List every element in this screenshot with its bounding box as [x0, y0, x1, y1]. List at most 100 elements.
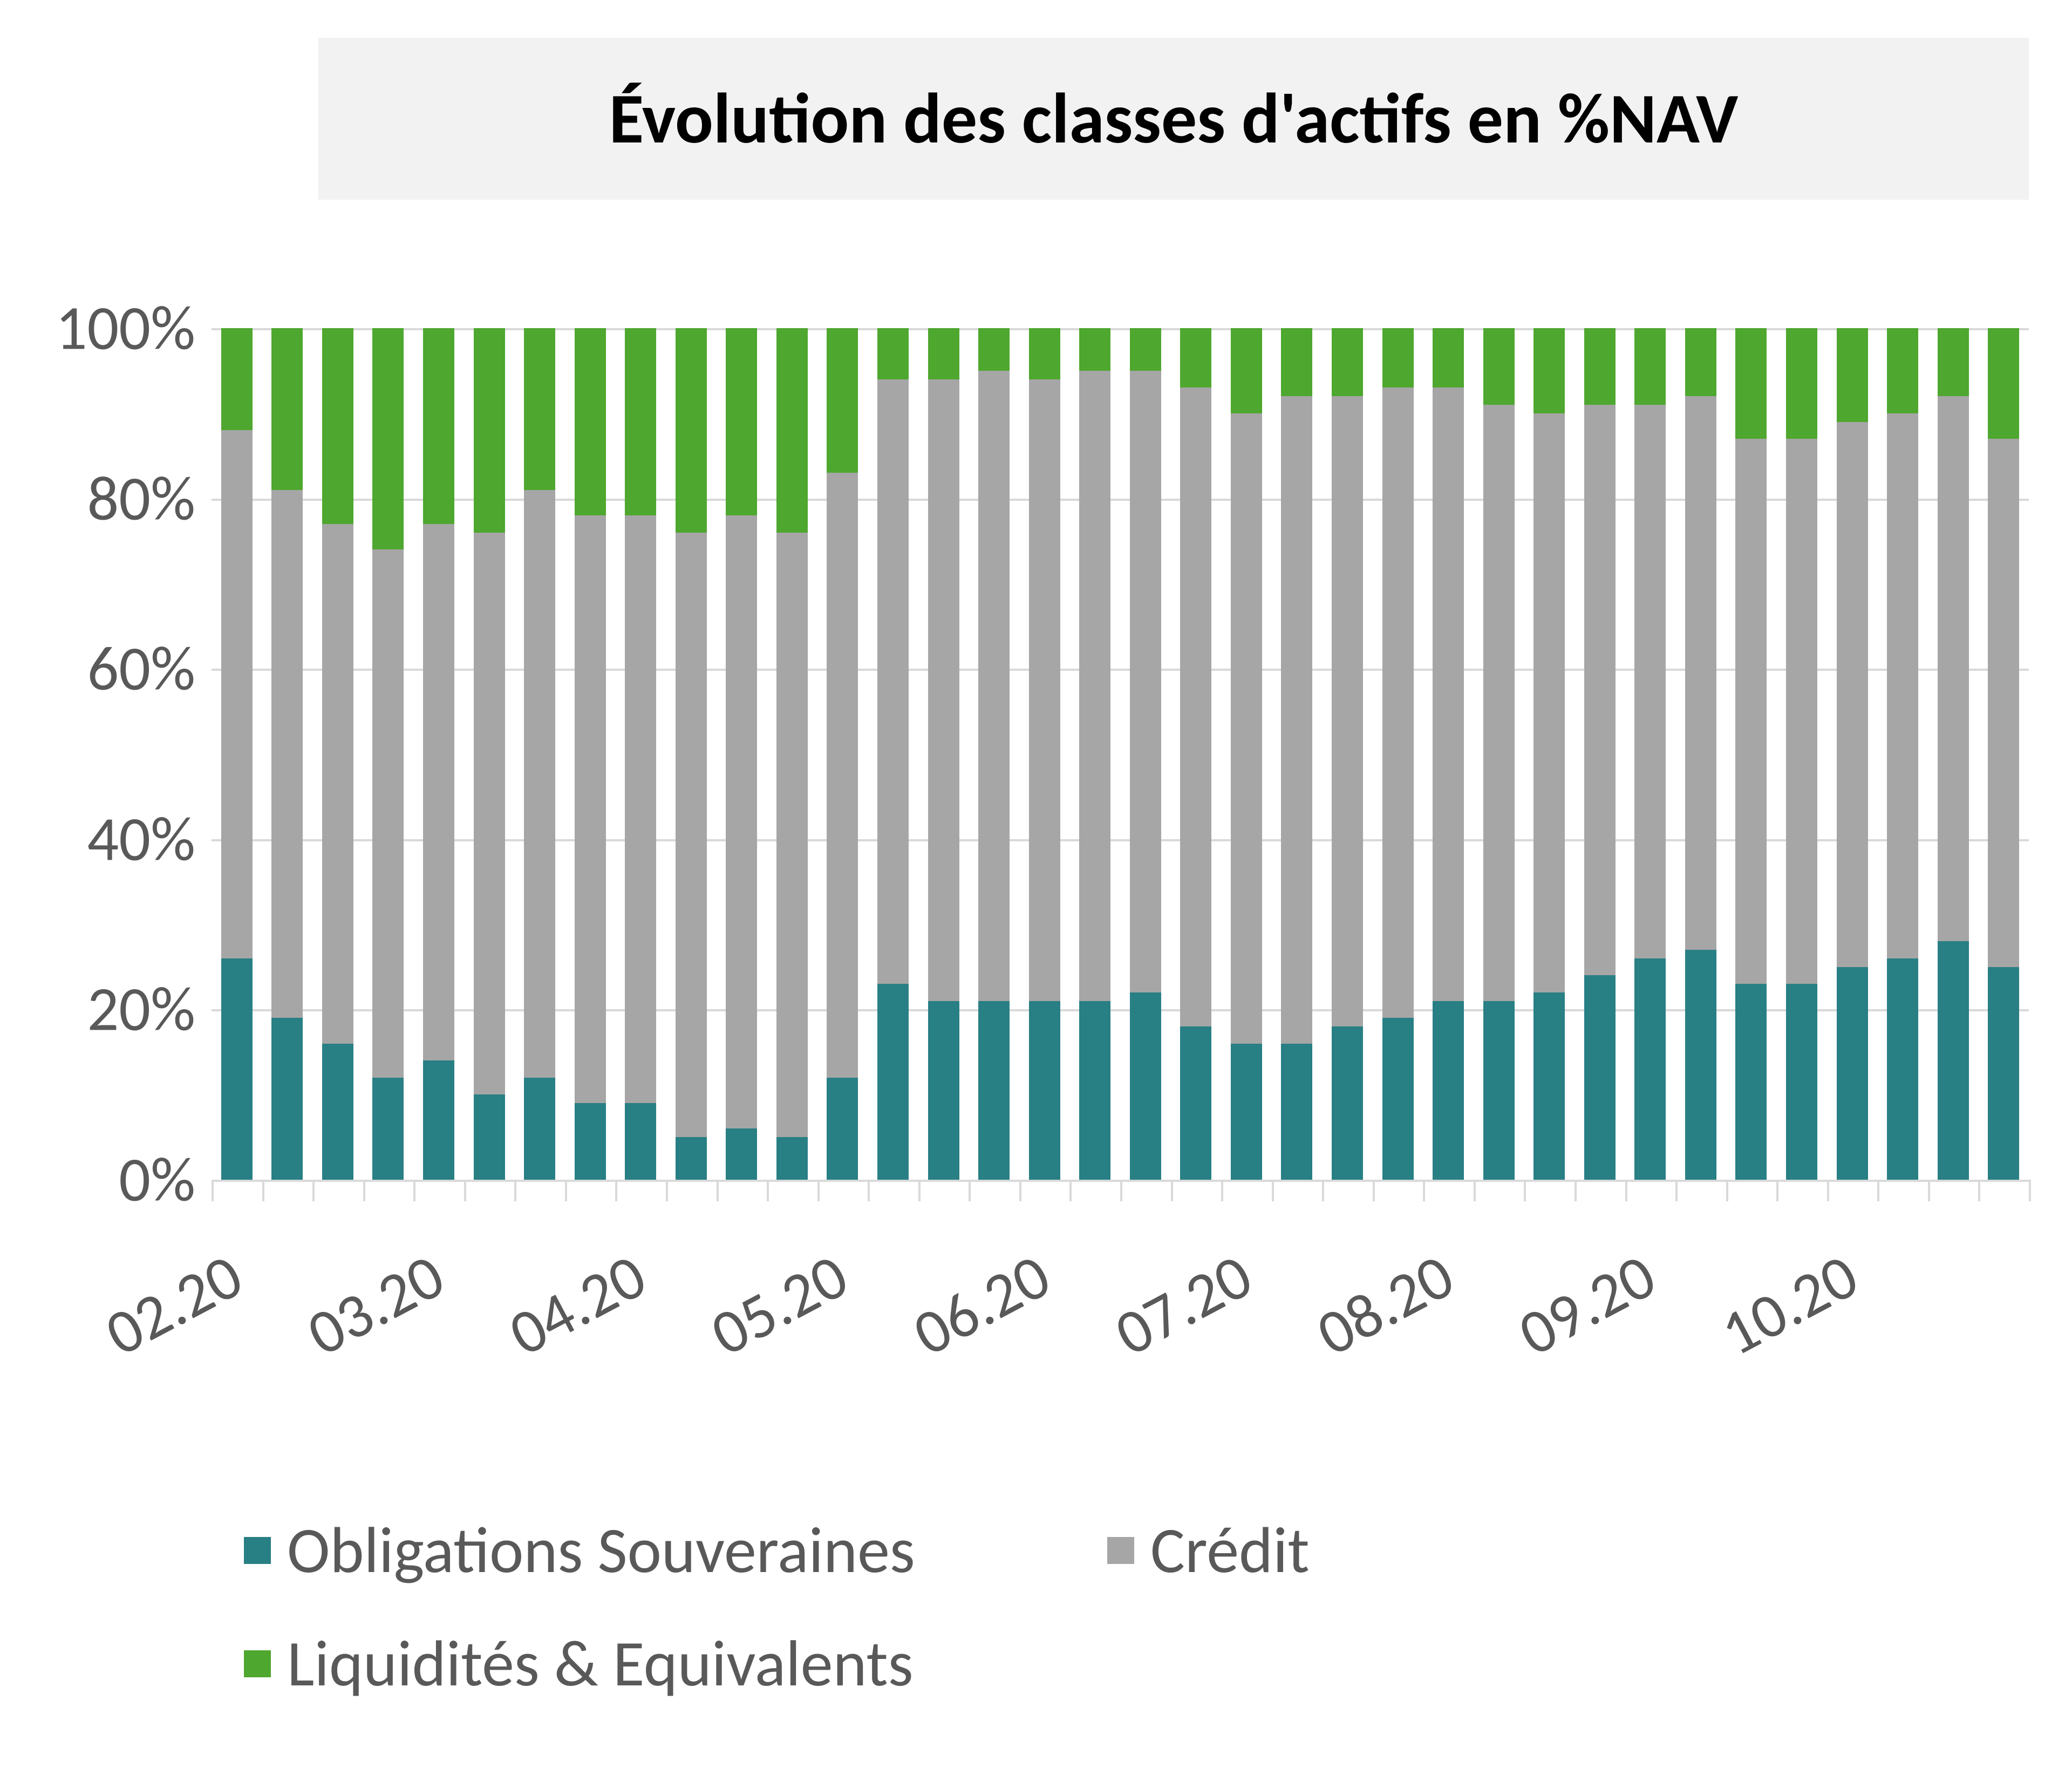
bar-segment-liq [827, 328, 858, 473]
x-axis-tick [1322, 1180, 1324, 1201]
bar-segment-sov [928, 1001, 959, 1180]
bar-segment-sov [271, 1018, 303, 1180]
bar [1938, 328, 1969, 1180]
x-axis-tick [1827, 1180, 1829, 1201]
x-axis-tick [1221, 1180, 1223, 1201]
bar [575, 328, 606, 1180]
bar [1533, 328, 1565, 1180]
bar-segment-sov [1382, 1018, 1414, 1180]
bar-segment-cred [928, 379, 959, 1001]
bar-segment-cred [877, 379, 909, 984]
bar-segment-sov [877, 984, 909, 1180]
bar-segment-liq [776, 328, 808, 533]
bar-segment-liq [322, 328, 353, 524]
bar-segment-liq [1382, 328, 1414, 387]
x-axis-tick-label: 09.20 [1507, 1238, 1668, 1372]
bar-segment-liq [221, 328, 253, 430]
bar-segment-cred [423, 524, 454, 1060]
bar [271, 328, 303, 1180]
bar-segment-liq [1988, 328, 2019, 439]
bar-segment-liq [524, 328, 555, 490]
bar-segment-liq [1231, 328, 1262, 413]
bar-segment-liq [474, 328, 505, 533]
bar-segment-liq [1735, 328, 1767, 439]
x-axis-tick [1524, 1180, 1526, 1201]
bar-segment-cred [1231, 413, 1262, 1044]
bar [877, 328, 909, 1180]
bar [372, 328, 404, 1180]
bar [1837, 328, 1868, 1180]
legend-label: Obligations Souveraines [287, 1511, 915, 1590]
bar [776, 328, 808, 1180]
x-axis-tick [514, 1180, 516, 1201]
x-axis-tick [1928, 1180, 1930, 1201]
bar [221, 328, 253, 1180]
bar-segment-cred [575, 515, 606, 1103]
legend-item: Liquidités & Equivalents [244, 1624, 914, 1703]
bar-segment-liq [1887, 328, 1918, 413]
bar-segment-liq [1130, 328, 1161, 371]
bar [1130, 328, 1161, 1180]
bar-segment-liq [1938, 328, 1969, 396]
bar-segment-sov [423, 1060, 454, 1180]
bar-segment-cred [372, 549, 404, 1077]
bar-segment-cred [1332, 396, 1363, 1026]
bar-segment-sov [726, 1128, 757, 1180]
bar [474, 328, 505, 1180]
bar [1685, 328, 1716, 1180]
bar-segment-sov [1988, 967, 2019, 1180]
bar-segment-cred [1433, 387, 1464, 1001]
bar-segment-liq [1281, 328, 1312, 396]
x-axis-tick [1069, 1180, 1072, 1201]
bar-segment-cred [1382, 387, 1414, 1018]
x-axis-tick [1675, 1180, 1678, 1201]
x-axis-tick [918, 1180, 921, 1201]
bar [1231, 328, 1262, 1180]
x-axis-tick [262, 1180, 264, 1201]
plot-area [212, 328, 2029, 1180]
bar-segment-cred [726, 515, 757, 1128]
x-axis-tick [817, 1180, 820, 1201]
bar-segment-cred [524, 490, 555, 1078]
x-axis-tick [1120, 1180, 1122, 1201]
bar-segment-cred [1533, 413, 1565, 992]
bar-segment-sov [1837, 967, 1868, 1180]
bar-segment-liq [1332, 328, 1363, 396]
bar-segment-cred [1079, 371, 1110, 1001]
bar-segment-sov [1079, 1001, 1110, 1180]
bar-segment-sov [1332, 1026, 1363, 1180]
bar [1584, 328, 1616, 1180]
legend-label: Liquidités & Equivalents [287, 1624, 914, 1703]
x-axis-tick [565, 1180, 567, 1201]
bar-segment-sov [625, 1103, 656, 1180]
bar-segment-liq [1634, 328, 1666, 405]
bar-segment-sov [474, 1094, 505, 1180]
x-axis-tick [615, 1180, 617, 1201]
bar [1786, 328, 1817, 1180]
x-axis-tick [363, 1180, 365, 1201]
bar [1079, 328, 1110, 1180]
bar-segment-sov [372, 1078, 404, 1180]
bar [524, 328, 555, 1180]
bar [1433, 328, 1464, 1180]
x-axis-tick [1575, 1180, 1577, 1201]
x-axis-tick [969, 1180, 971, 1201]
x-axis-tick-label: 10.20 [1708, 1238, 1870, 1372]
bar-segment-cred [978, 371, 1010, 1001]
bar [928, 328, 959, 1180]
bar-segment-liq [928, 328, 959, 379]
bar-segment-cred [1584, 405, 1616, 975]
bar-segment-cred [676, 533, 707, 1137]
bar [1887, 328, 1918, 1180]
bar [1483, 328, 1515, 1180]
x-axis-tick-label: 07.20 [1102, 1238, 1264, 1372]
x-axis-tick-label: 05.20 [699, 1238, 861, 1372]
bar-segment-sov [1029, 1001, 1060, 1180]
bar-segment-sov [1735, 984, 1767, 1180]
bar-segment-cred [1735, 439, 1767, 984]
x-axis-tick [312, 1180, 315, 1201]
legend-swatch [244, 1537, 271, 1564]
bar-segment-liq [1483, 328, 1515, 405]
legend-swatch [1107, 1537, 1134, 1564]
bars-layer [212, 328, 2029, 1180]
